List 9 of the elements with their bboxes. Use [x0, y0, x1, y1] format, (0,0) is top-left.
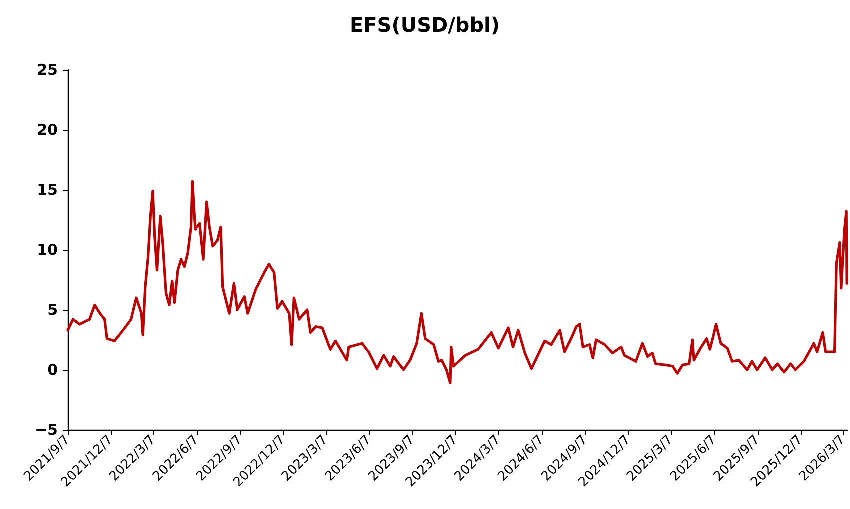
line-series — [66, 180, 848, 384]
y-tick-label: −5 — [34, 421, 58, 439]
chart-title: EFS(USD/bbl) — [350, 13, 500, 37]
y-tick-label: 20 — [37, 121, 58, 139]
y-tick-label: 0 — [48, 361, 58, 379]
y-tick-label: 25 — [37, 61, 58, 79]
y-tick-label: 15 — [37, 181, 58, 199]
y-tick-label: 5 — [48, 301, 58, 319]
y-tick-label: 10 — [37, 241, 58, 259]
